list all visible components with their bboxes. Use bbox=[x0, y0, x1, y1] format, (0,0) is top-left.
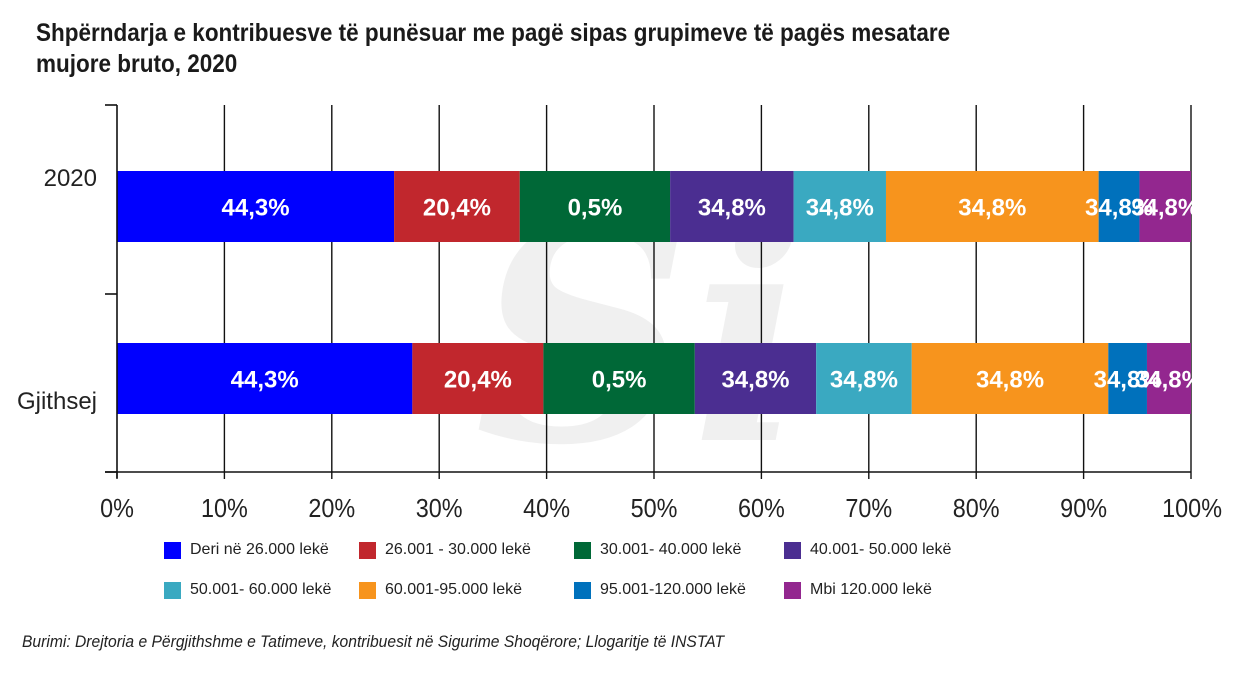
legend-label: 30.001- 40.000 lekë bbox=[600, 541, 742, 558]
bar-segment-60-001-95-000-lek bbox=[911, 343, 1109, 414]
bar-segment-95-001-120-000-lek bbox=[1098, 171, 1140, 242]
bars: 44,3% 20,4% 0,5% 34,8% 34,8% 34,8% 34,8%34,8%4… bbox=[117, 171, 1203, 414]
bar-segment-60-001-95-000-lek bbox=[885, 171, 1099, 242]
x-tick-label: 40% bbox=[523, 495, 570, 523]
bar-segment-95-001-120-000-lek bbox=[1108, 343, 1147, 414]
legend-label: 50.001- 60.000 lekë bbox=[190, 581, 332, 598]
bar-segment-26-001-30-000-lek bbox=[394, 171, 520, 242]
data-label: 0,5% bbox=[592, 367, 647, 394]
legend-swatch bbox=[164, 581, 181, 599]
legend-item-mbi-120-000-lek: Mbi 120.000 lekë bbox=[784, 581, 932, 599]
data-label: 34,8% bbox=[976, 367, 1044, 394]
data-label: 34,8% bbox=[1135, 367, 1203, 394]
bar-segment-30-001-40-000-lek bbox=[519, 171, 671, 242]
legend-item-60-001-95-000-lek: 60.001-95.000 lekë bbox=[359, 581, 522, 599]
data-label: 34,8% bbox=[1085, 195, 1153, 222]
chart-title: Shpërndarja e kontribuesve të punësuar m… bbox=[36, 19, 951, 78]
data-label: 34,8% bbox=[721, 367, 789, 394]
bar-segment-30-001-40-000-lek bbox=[543, 343, 695, 414]
data-label: 34,8% bbox=[1094, 367, 1162, 394]
x-tick-label: 60% bbox=[738, 495, 785, 523]
legend-item-deri-n-26-000-lek: Deri në 26.000 lekë bbox=[164, 541, 329, 559]
bar-segment-26-001-30-000-lek bbox=[412, 343, 544, 414]
legend-label: Mbi 120.000 lekë bbox=[810, 581, 932, 598]
bar-segment-deri-n-26-000-lek bbox=[117, 171, 395, 242]
x-tick-label: 10% bbox=[201, 495, 248, 523]
legend-swatch bbox=[784, 581, 801, 599]
bar-segment-mbi-120-000-lek bbox=[1146, 343, 1191, 414]
data-label: 34,8% bbox=[958, 195, 1026, 222]
bar-segment-deri-n-26-000-lek bbox=[117, 343, 413, 414]
x-tick-label: 30% bbox=[416, 495, 463, 523]
legend-item-95-001-120-000-lek: 95.001-120.000 lekë bbox=[574, 581, 746, 599]
data-label: 0,5% bbox=[568, 195, 623, 222]
legend-swatch bbox=[359, 541, 376, 559]
legend-item-50-001-60-000-lek: 50.001- 60.000 lekë bbox=[164, 581, 331, 599]
legend-label: 26.001 - 30.000 lekë bbox=[385, 541, 531, 558]
category-label: 2020 bbox=[44, 165, 97, 192]
x-tick-label: 80% bbox=[953, 495, 1000, 523]
bar-segment-mbi-120-000-lek bbox=[1139, 171, 1191, 242]
data-label: 20,4% bbox=[423, 195, 491, 222]
legend-swatch bbox=[574, 581, 591, 599]
source-note: Burimi: Drejtoria e Përgjithshme e Tatim… bbox=[22, 632, 725, 651]
legend-item-30-001-40-000-lek: 30.001- 40.000 lekë bbox=[574, 541, 741, 559]
legend-swatch bbox=[574, 541, 591, 559]
bar-segment-50-001-60-000-lek bbox=[793, 171, 886, 242]
legend-label: 60.001-95.000 lekë bbox=[385, 581, 522, 598]
x-tick-label: 20% bbox=[308, 495, 355, 523]
legend: Deri në 26.000 lekë 26.001 - 30.000 lekë 3… bbox=[164, 537, 1064, 617]
category-label: Gjithsej bbox=[17, 388, 97, 415]
x-tick-label: 0% bbox=[100, 495, 134, 523]
bar-segment-40-001-50-000-lek bbox=[694, 343, 817, 414]
legend-item-40-001-50-000-lek: 40.001- 50.000 lekë bbox=[784, 541, 951, 559]
bar-segment-50-001-60-000-lek bbox=[816, 343, 912, 414]
legend-label: 40.001- 50.000 lekë bbox=[810, 541, 952, 558]
legend-item-26-001-30-000-lek: 26.001 - 30.000 lekë bbox=[359, 541, 531, 559]
legend-label: 95.001-120.000 lekë bbox=[600, 581, 746, 598]
data-label: 44,3% bbox=[231, 367, 299, 394]
data-label: 20,4% bbox=[444, 367, 512, 394]
legend-swatch bbox=[359, 581, 376, 599]
data-label: 34,8% bbox=[806, 195, 874, 222]
x-tick-label: 100% bbox=[1162, 495, 1222, 523]
data-label: 34,8% bbox=[1131, 195, 1199, 222]
legend-label: Deri në 26.000 lekë bbox=[190, 541, 329, 558]
legend-swatch bbox=[784, 541, 801, 559]
legend-swatch bbox=[164, 541, 181, 559]
data-label: 44,3% bbox=[222, 195, 290, 222]
axes: 0% 10% 20% 30% 40% 50% 60% 70% 80% 90% 100% 2020 Gji… bbox=[17, 104, 1222, 523]
x-tick-label: 90% bbox=[1060, 495, 1107, 523]
x-tick-label: 50% bbox=[631, 495, 678, 523]
x-tick-label: 70% bbox=[845, 495, 892, 523]
data-label: 34,8% bbox=[698, 195, 766, 222]
data-label: 34,8% bbox=[830, 367, 898, 394]
bar-segment-40-001-50-000-lek bbox=[670, 171, 794, 242]
